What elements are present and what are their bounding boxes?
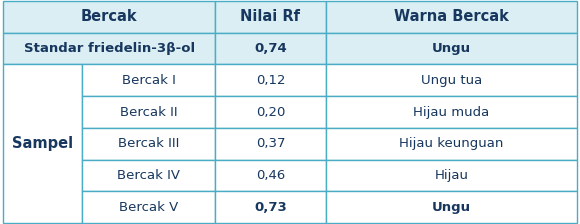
Text: Hijau keunguan: Hijau keunguan xyxy=(399,137,503,150)
Bar xyxy=(215,33,325,65)
Bar xyxy=(82,191,215,223)
Bar xyxy=(82,96,215,128)
Bar xyxy=(3,33,215,65)
Text: Bercak II: Bercak II xyxy=(120,106,177,118)
Bar xyxy=(325,33,577,65)
Text: Bercak I: Bercak I xyxy=(122,74,176,87)
Text: Warna Bercak: Warna Bercak xyxy=(394,9,509,24)
Bar xyxy=(215,96,325,128)
Text: 0,37: 0,37 xyxy=(256,137,285,150)
Bar xyxy=(215,1,325,33)
Bar xyxy=(3,65,82,223)
Bar xyxy=(215,128,325,159)
Text: Bercak III: Bercak III xyxy=(118,137,179,150)
Bar xyxy=(215,191,325,223)
Text: Nilai Rf: Nilai Rf xyxy=(241,9,300,24)
Bar xyxy=(325,128,577,159)
Bar xyxy=(325,96,577,128)
Text: Standar friedelin-3β-ol: Standar friedelin-3β-ol xyxy=(24,42,195,55)
Text: Sampel: Sampel xyxy=(12,136,73,151)
Text: Ungu: Ungu xyxy=(432,42,471,55)
Bar xyxy=(82,65,215,96)
Bar xyxy=(82,159,215,191)
Bar xyxy=(325,1,577,33)
Text: Bercak IV: Bercak IV xyxy=(117,169,180,182)
Bar xyxy=(325,65,577,96)
Text: Ungu tua: Ungu tua xyxy=(420,74,482,87)
Bar xyxy=(325,191,577,223)
Text: 0,73: 0,73 xyxy=(254,200,287,213)
Text: Hijau muda: Hijau muda xyxy=(413,106,490,118)
Bar xyxy=(215,65,325,96)
Text: Bercak V: Bercak V xyxy=(119,200,179,213)
Text: Ungu: Ungu xyxy=(432,200,471,213)
Text: Bercak: Bercak xyxy=(81,9,137,24)
Text: 0,12: 0,12 xyxy=(256,74,285,87)
Text: Hijau: Hijau xyxy=(434,169,469,182)
Bar xyxy=(82,128,215,159)
Text: 0,46: 0,46 xyxy=(256,169,285,182)
Bar xyxy=(3,1,215,33)
Bar xyxy=(215,159,325,191)
Bar xyxy=(325,159,577,191)
Text: 0,74: 0,74 xyxy=(254,42,287,55)
Text: 0,20: 0,20 xyxy=(256,106,285,118)
